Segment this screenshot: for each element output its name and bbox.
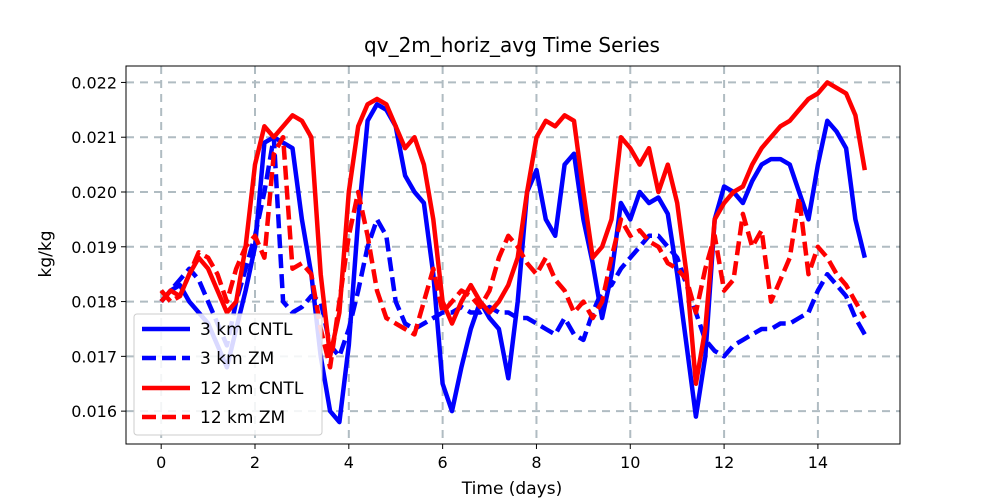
chart-title: qv_2m_horiz_avg Time Series bbox=[364, 33, 660, 57]
legend-label-12km-zm: 12 km ZM bbox=[200, 408, 285, 428]
series-layer bbox=[159, 80, 868, 425]
y-tick-label: 0.022 bbox=[71, 73, 117, 92]
series-line-12-km-cntl bbox=[159, 80, 868, 386]
series-line-3-km-cntl bbox=[159, 102, 867, 425]
series-line-12-km-zm bbox=[159, 134, 867, 370]
y-tick-label: 0.018 bbox=[71, 293, 117, 312]
axis-ticks: 0 2 4 6 8 10 12 14 0.016 0.017 0.018 0.019 0.020 0.02… bbox=[71, 73, 828, 472]
x-tick-label: 4 bbox=[344, 453, 354, 472]
x-tick-label: 10 bbox=[620, 453, 640, 472]
y-tick-label: 0.021 bbox=[71, 128, 117, 147]
x-axis-label: Time (days) bbox=[461, 479, 562, 499]
series-line-3-km-zm bbox=[159, 134, 867, 359]
x-tick-label: 0 bbox=[156, 453, 166, 472]
legend: 3 km CNTL 3 km ZM 12 km CNTL 12 km ZM bbox=[133, 313, 323, 436]
x-tick-label: 2 bbox=[250, 453, 260, 472]
y-tick-label: 0.016 bbox=[71, 402, 117, 421]
legend-frame bbox=[133, 313, 323, 436]
y-tick-label: 0.020 bbox=[71, 183, 117, 202]
y-axis-label: kg/kg bbox=[36, 231, 56, 278]
legend-label-3km-zm: 3 km ZM bbox=[200, 349, 274, 369]
legend-label-3km-cntl: 3 km CNTL bbox=[200, 320, 293, 340]
x-tick-label: 6 bbox=[438, 453, 448, 472]
x-tick-label: 8 bbox=[531, 453, 541, 472]
y-tick-label: 0.017 bbox=[71, 347, 117, 366]
y-tick-label: 0.019 bbox=[71, 238, 117, 257]
x-tick-label: 12 bbox=[714, 453, 734, 472]
legend-label-12km-cntl: 12 km CNTL bbox=[200, 379, 304, 399]
x-tick-label: 14 bbox=[808, 453, 828, 472]
plot-area-frame bbox=[125, 65, 901, 445]
